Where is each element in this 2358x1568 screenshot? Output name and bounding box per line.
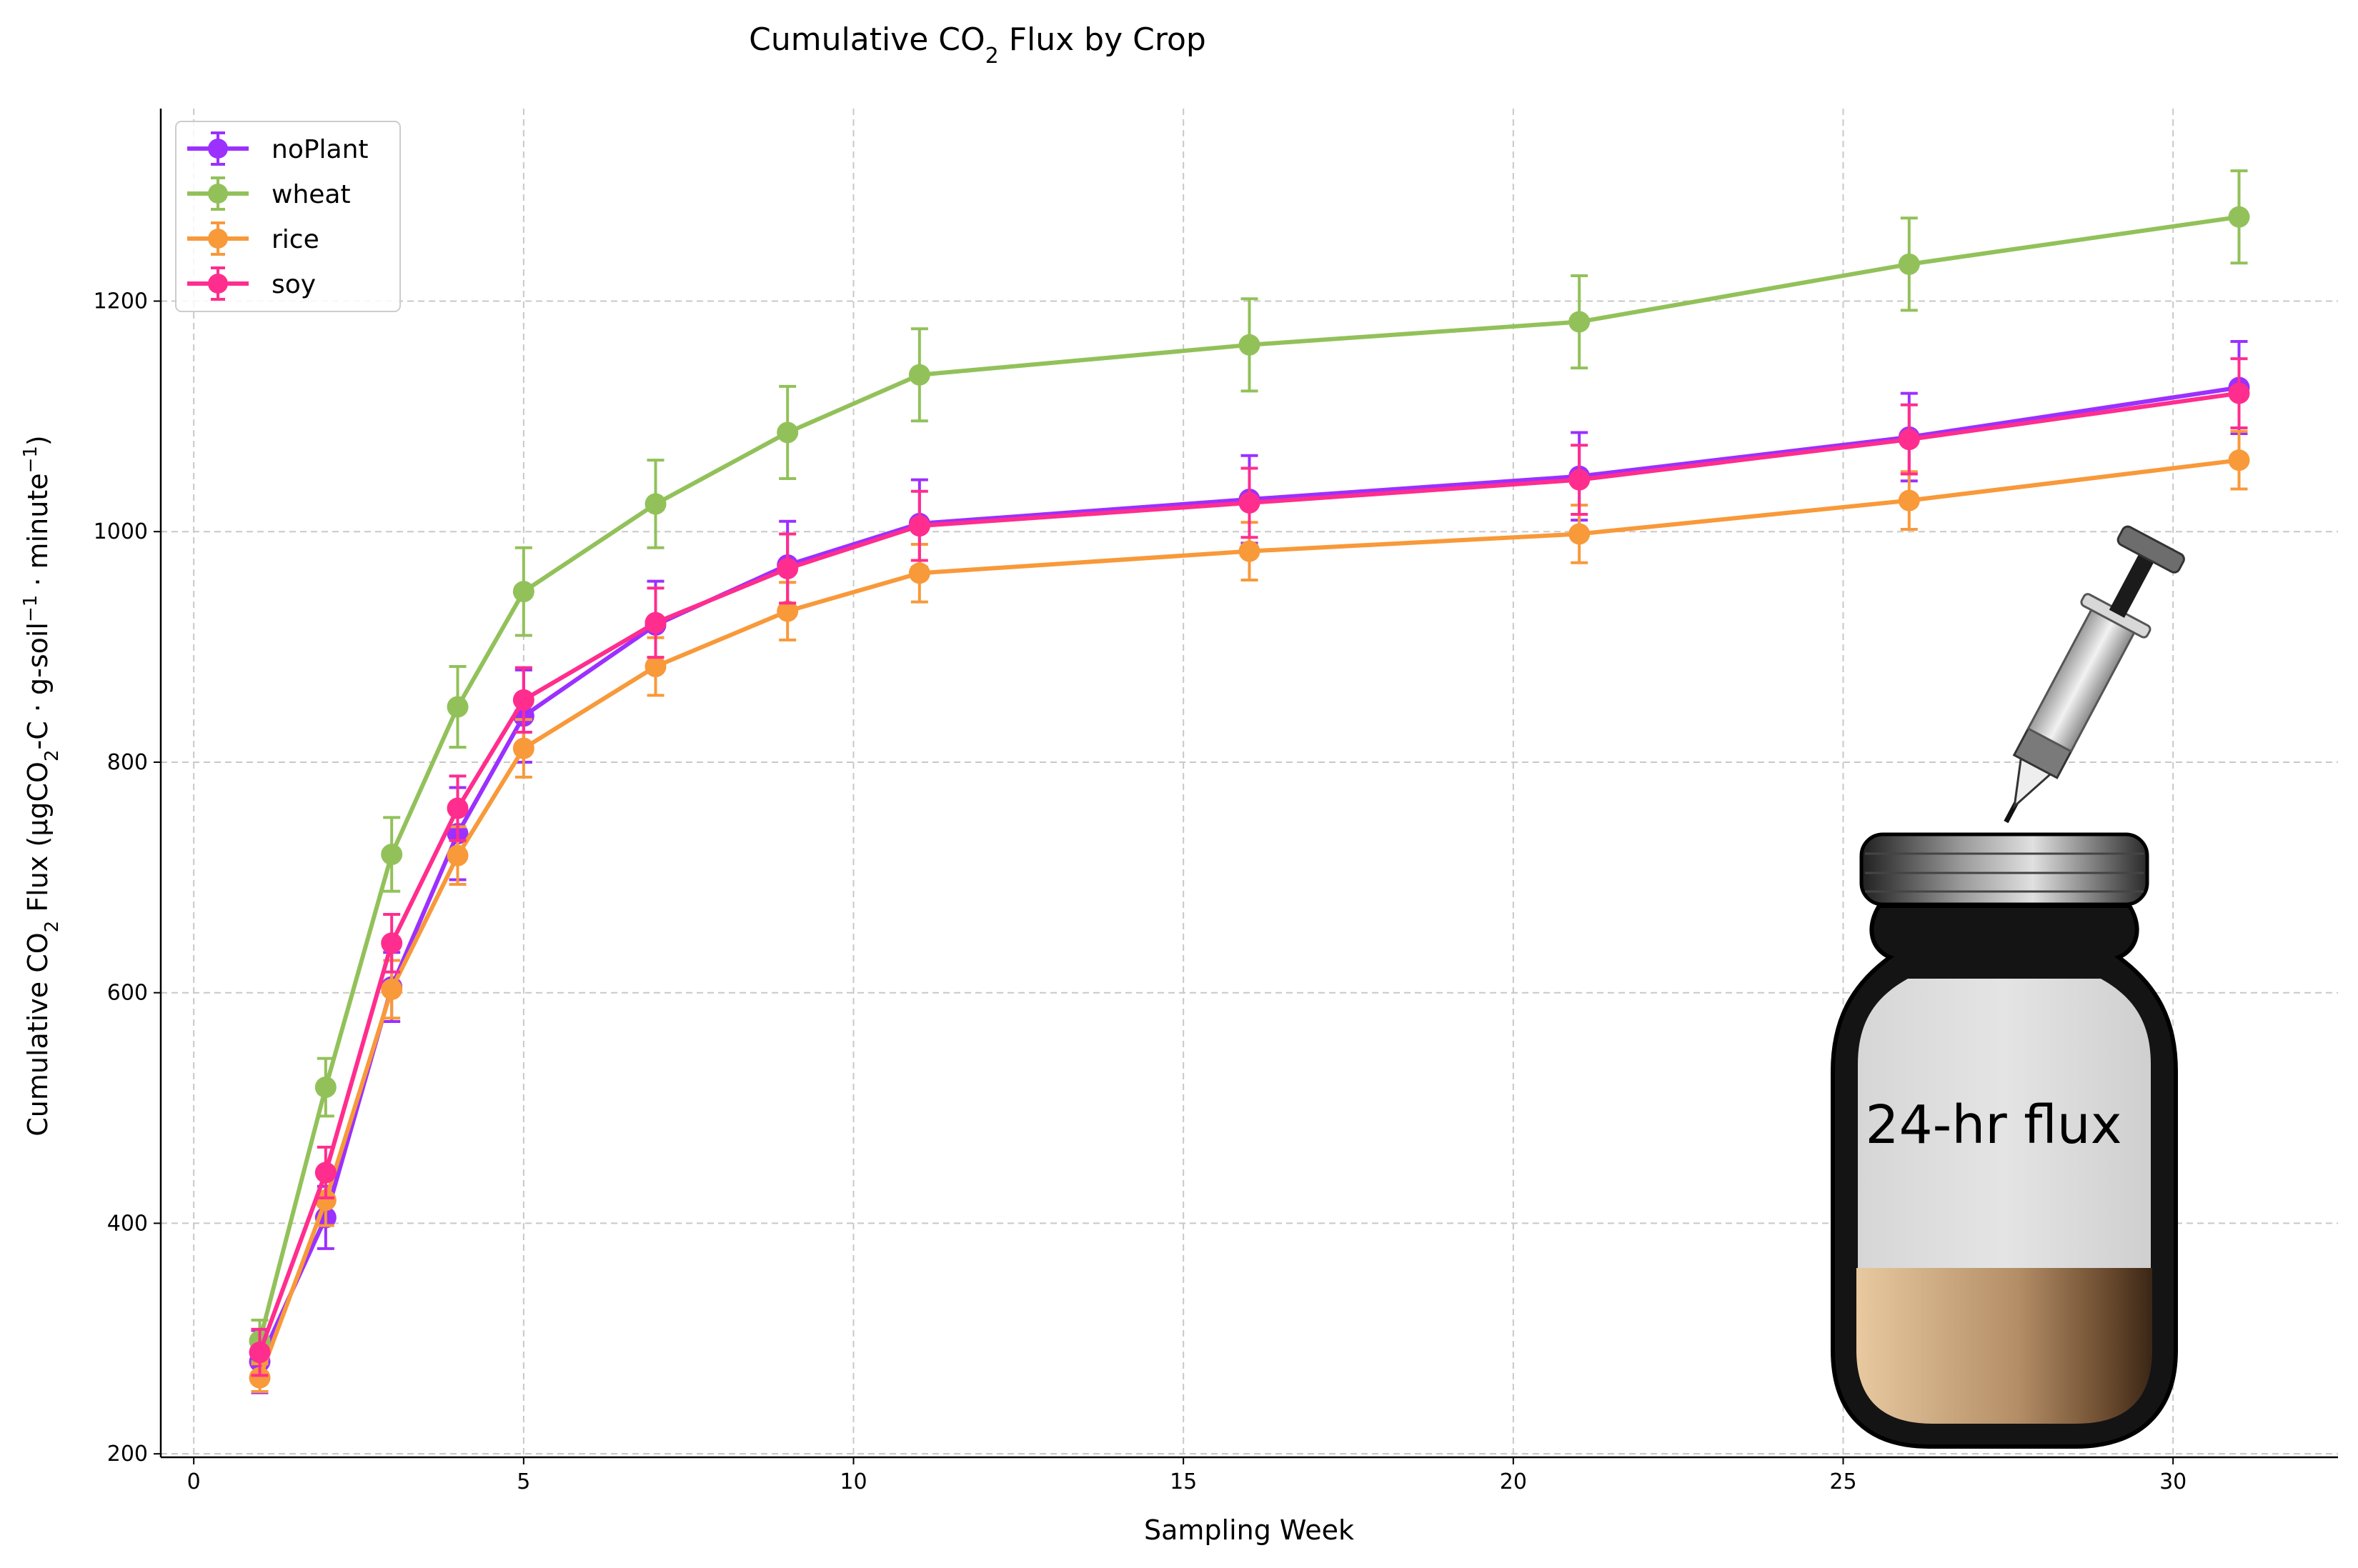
y-tick-label: 1000: [94, 519, 148, 544]
data-point: [645, 611, 667, 634]
data-point: [381, 844, 403, 866]
series-line-rice: [257, 458, 2239, 1379]
data-point: [447, 696, 469, 718]
jar-label: 24-hr flux: [1865, 1094, 2121, 1156]
data-point: [249, 1342, 271, 1364]
x-tick-label: 10: [840, 1469, 867, 1494]
data-point: [908, 364, 930, 386]
y-tick-label: 600: [107, 981, 148, 1006]
data-point: [1568, 523, 1591, 545]
legend-item-wheat: wheat: [187, 176, 351, 211]
legend-marker: [208, 139, 228, 159]
chart-title: Cumulative CO2 Flux by Crop: [749, 21, 1206, 69]
x-tick-label: 30: [2159, 1469, 2187, 1494]
y-tick-label: 200: [107, 1442, 148, 1467]
jar-glass: [1858, 979, 2151, 1268]
data-point: [1238, 540, 1260, 562]
x-tick-label: 25: [1829, 1469, 1856, 1494]
data-point: [908, 562, 930, 584]
series-line-soy: [257, 391, 2239, 1354]
data-point: [447, 797, 469, 819]
data-point: [1898, 253, 1920, 275]
data-point: [645, 656, 667, 678]
legend-label: wheat: [272, 180, 351, 209]
data-point: [777, 421, 799, 444]
data-point: [314, 1077, 337, 1099]
data-point: [645, 493, 667, 515]
data-point: [381, 978, 403, 1000]
data-point: [777, 557, 799, 579]
data-point: [314, 1162, 337, 1184]
y-tick-label: 1200: [94, 289, 148, 314]
data-point: [1898, 429, 1920, 451]
legend-item-noPlant: noPlant: [187, 131, 369, 166]
series-line-wheat: [257, 214, 2239, 1342]
data-point: [2228, 382, 2250, 404]
y-axis-label: Cumulative CO2 Flux (μgCO2-C · g-soil−1 …: [20, 435, 63, 1136]
y-tick-label: 800: [107, 750, 148, 775]
data-point: [1238, 491, 1260, 514]
legend-marker: [208, 229, 228, 249]
data-point: [314, 1189, 337, 1212]
x-tick-label: 15: [1170, 1469, 1197, 1494]
series-rice: [249, 429, 2250, 1394]
data-point: [512, 689, 534, 711]
data-point: [1568, 311, 1591, 333]
data-point: [908, 515, 930, 537]
legend-marker: [208, 184, 228, 204]
legend-item-rice: rice: [187, 221, 319, 256]
x-tick-label: 20: [1500, 1469, 1527, 1494]
legend-item-soy: soy: [187, 266, 316, 301]
jar-soil: [1856, 1268, 2152, 1424]
tick-marks: 0 5 10 15 20 25 30 200 400 600 800 1000 1200: [94, 289, 2187, 1494]
legend-label: soy: [272, 270, 316, 299]
legend-box: [175, 121, 401, 312]
legend-label: noPlant: [272, 135, 369, 164]
series-layer: [249, 169, 2250, 1394]
data-point: [447, 844, 469, 867]
x-tick-label: 5: [517, 1469, 530, 1494]
data-point: [249, 1367, 271, 1389]
syringe-icon: [2004, 525, 2185, 824]
series-soy: [249, 357, 2250, 1377]
data-point: [1568, 469, 1591, 491]
data-point: [2228, 449, 2250, 471]
y-tick-label: 400: [107, 1211, 148, 1236]
data-point: [2228, 206, 2250, 228]
x-axis-label: Sampling Week: [1144, 1514, 1354, 1546]
data-point: [512, 737, 534, 759]
jar-illustration: 24-hr flux: [1831, 525, 2185, 1449]
data-point: [381, 932, 403, 954]
legend-marker: [208, 274, 228, 294]
legend: noPlant wheat rice soy: [175, 121, 401, 312]
data-point: [1898, 489, 1920, 511]
legend-label: rice: [272, 225, 319, 254]
series-wheat: [249, 169, 2250, 1364]
data-point: [777, 600, 799, 622]
data-point: [512, 581, 534, 603]
data-point: [1238, 334, 1260, 356]
x-tick-label: 0: [187, 1469, 201, 1494]
jar-lid: [1859, 832, 2149, 907]
